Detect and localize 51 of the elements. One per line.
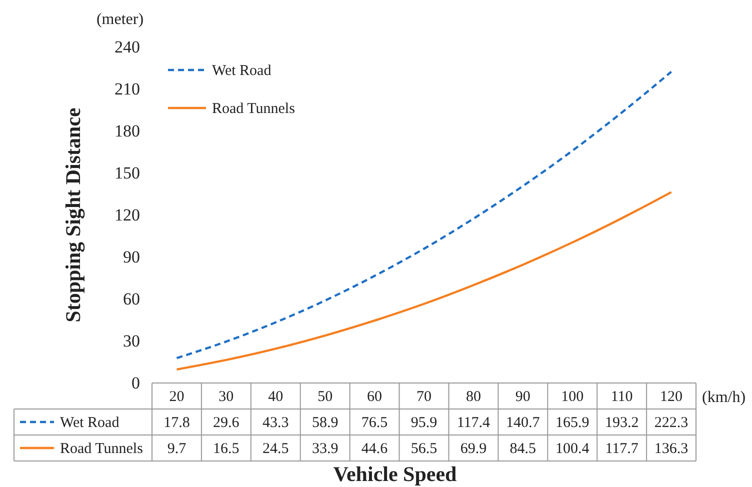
y-tick-label: 0 [132, 373, 140, 392]
data-label: 9.7 [167, 441, 187, 457]
data-label: 95.9 [410, 415, 438, 431]
x-axis-title: Vehicle Speed [333, 462, 458, 486]
x-tick-label: 100 [561, 389, 584, 405]
data-label: 24.5 [262, 441, 289, 457]
data-label: 56.5 [410, 441, 438, 457]
x-tick-label: 60 [367, 389, 382, 405]
y-tick-label: 60 [123, 289, 140, 308]
data-label: 58.9 [312, 415, 338, 431]
y-tick-label: 120 [114, 205, 140, 224]
x-tick-label: 30 [218, 389, 234, 405]
y-tick-label: 240 [114, 37, 140, 56]
x-tick-label: 20 [169, 389, 184, 405]
data-label: 140.7 [506, 415, 540, 431]
data-label: 117.4 [456, 415, 491, 431]
data-label: 100.4 [555, 441, 590, 457]
data-label: 33.9 [312, 441, 338, 457]
data-label: 222.3 [654, 415, 688, 431]
legend-label: Wet Road [212, 63, 272, 79]
y-tick-label: 150 [114, 163, 140, 182]
y-tick-label: 180 [114, 121, 140, 140]
x-tick-label: 40 [268, 389, 284, 405]
y-axis-title: Stopping Sight Distance [61, 108, 85, 322]
text: Wet Road [60, 415, 120, 431]
data-label: 117.7 [605, 441, 639, 457]
data-label: 16.5 [213, 441, 240, 457]
data-label: 193.2 [604, 415, 639, 431]
x-tick-label: 90 [515, 389, 530, 405]
data-label: 43.3 [262, 415, 289, 431]
legend-label: Road Tunnels [212, 101, 296, 117]
data-label: 44.6 [361, 441, 388, 457]
y-tick-label: 30 [123, 331, 140, 350]
data-label: 84.5 [510, 441, 536, 457]
y-tick-label: 210 [114, 79, 140, 98]
text: (meter) [96, 11, 144, 28]
x-tick-label: 110 [610, 389, 633, 405]
data-label: 136.3 [654, 441, 688, 457]
text: (km/h) [702, 389, 746, 406]
x-tick-label: 80 [466, 389, 481, 405]
line-series [176, 191, 672, 371]
data-label: 165.9 [555, 415, 590, 431]
x-tick-label: 50 [318, 389, 333, 405]
x-tick-label: 70 [416, 389, 432, 405]
data-label: 69.9 [460, 441, 487, 457]
data-label: 17.8 [164, 415, 190, 431]
data-label: 76.5 [361, 415, 388, 431]
text: Road Tunnels [60, 441, 143, 457]
x-tick-label: 120 [660, 389, 683, 405]
y-tick-label: 90 [123, 247, 140, 266]
data-label: 29.6 [213, 415, 240, 431]
